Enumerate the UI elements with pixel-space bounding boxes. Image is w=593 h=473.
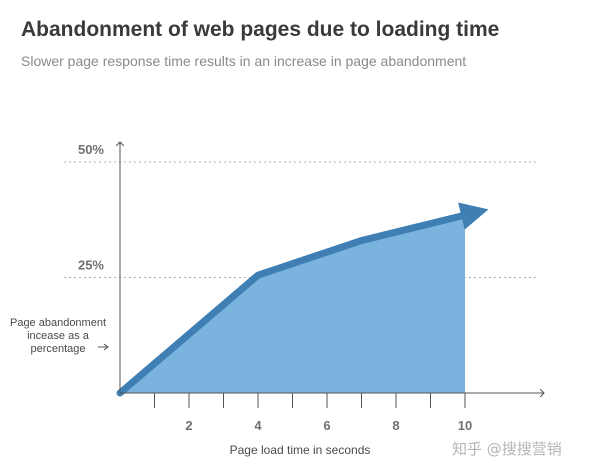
chart-title: Abandonment of web pages due to loading … [21, 18, 500, 41]
x-tick-label: 2 [185, 418, 192, 433]
chart-subtitle: Slower page response time results in an … [21, 53, 467, 69]
reference-line-label: 25% [78, 258, 104, 273]
series-line [116, 202, 489, 397]
x-tick-label: 8 [392, 418, 399, 433]
x-axis-label: Page load time in seconds [230, 443, 371, 457]
x-tick-label: 10 [458, 418, 472, 433]
x-tick-label: 6 [323, 418, 330, 433]
y-axis-label: Page abandonment incease as a percentage [9, 317, 107, 355]
x-tick-label: 4 [254, 418, 262, 433]
watermark: 知乎 @搜搜营销 [452, 440, 562, 458]
area-fill [120, 215, 465, 393]
reference-line-label: 50% [78, 142, 104, 157]
y-label-arrow-icon [103, 343, 109, 351]
